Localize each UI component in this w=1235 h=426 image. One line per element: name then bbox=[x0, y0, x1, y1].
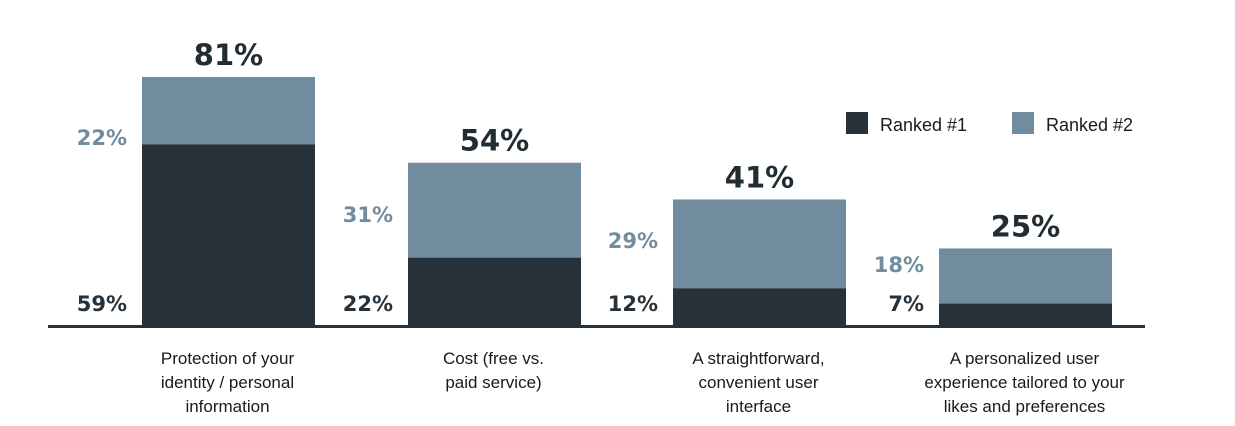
category-label-3-line-1: experience tailored to your bbox=[924, 373, 1125, 392]
category-label-0-line-0: Protection of your bbox=[161, 349, 295, 368]
legend-label-ranked-1: Ranked #1 bbox=[880, 115, 967, 135]
bar-ranked-1-0 bbox=[142, 144, 315, 326]
ranked-1-label-0: 59% bbox=[77, 292, 127, 316]
category-label-3-line-0: A personalized user bbox=[950, 349, 1100, 368]
legend: Ranked #1 Ranked #2 bbox=[846, 112, 1133, 135]
category-label-3-line-2: likes and preferences bbox=[944, 397, 1106, 416]
ranked-2-label-0: 22% bbox=[77, 126, 127, 150]
total-label-3: 25% bbox=[991, 209, 1060, 243]
category-label-1-line-0: Cost (free vs. bbox=[443, 349, 544, 368]
category-label-1-line-1: paid service) bbox=[445, 373, 541, 392]
legend-swatch-ranked-2 bbox=[1012, 112, 1034, 134]
bar-ranked-2-0 bbox=[142, 77, 315, 145]
ranked-1-label-1: 22% bbox=[343, 292, 393, 316]
bar-ranked-1-3 bbox=[939, 303, 1112, 326]
bar-ranked-2-3 bbox=[939, 248, 1112, 304]
legend-swatch-ranked-1 bbox=[846, 112, 868, 134]
category-label-2-line-1: convenient user bbox=[698, 373, 818, 392]
bars-group bbox=[142, 77, 1112, 326]
ranked-2-label-3: 18% bbox=[874, 253, 924, 277]
labels-group: 81% 59% 22% Protection of your identity / pe… bbox=[77, 38, 1125, 416]
total-label-2: 41% bbox=[725, 160, 794, 194]
category-label-2-line-2: interface bbox=[726, 397, 791, 416]
bar-ranked-2-1 bbox=[408, 162, 581, 258]
total-label-0: 81% bbox=[194, 38, 263, 72]
ranked-2-label-2: 29% bbox=[608, 229, 658, 253]
category-label-0-line-2: information bbox=[185, 397, 269, 416]
ranked-1-label-2: 12% bbox=[608, 292, 658, 316]
bar-ranked-1-1 bbox=[408, 257, 581, 326]
bar-ranked-1-2 bbox=[673, 288, 846, 326]
category-label-2-line-0: A straightforward, bbox=[692, 349, 824, 368]
ranked-1-label-3: 7% bbox=[888, 292, 924, 316]
total-label-1: 54% bbox=[460, 124, 529, 158]
ranked-2-label-1: 31% bbox=[343, 203, 393, 227]
category-label-0-line-1: identity / personal bbox=[161, 373, 294, 392]
bar-ranked-2-2 bbox=[673, 199, 846, 289]
legend-label-ranked-2: Ranked #2 bbox=[1046, 115, 1133, 135]
